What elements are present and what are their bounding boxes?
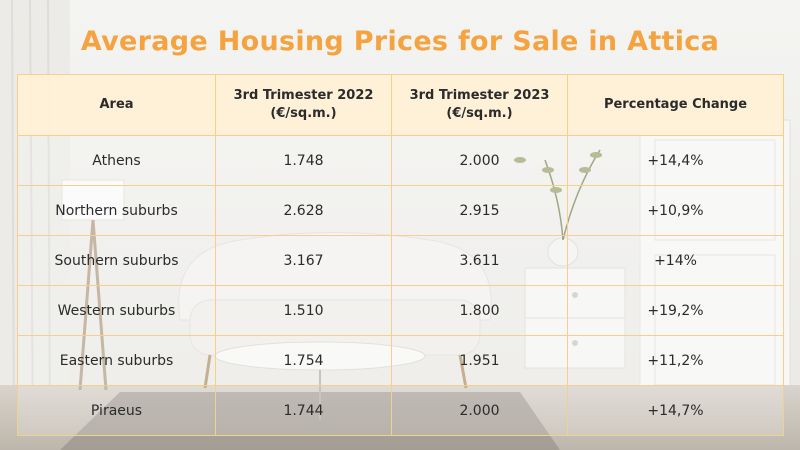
cell-area: Eastern suburbs: [17, 335, 216, 386]
cell-2022: 2.628: [215, 185, 392, 236]
cell-2022: 1.510: [215, 285, 392, 336]
table-row: Piraeus 1.744 2.000 +14,7%: [17, 385, 784, 436]
cell-change: +14%: [567, 235, 784, 286]
housing-prices-table: Area 3rd Trimester 2022 (€/sq.m.) 3rd Tr…: [17, 74, 784, 436]
table-row: Northern suburbs 2.628 2.915 +10,9%: [17, 185, 784, 236]
cell-change: +10,9%: [567, 185, 784, 236]
cell-2022: 1.744: [215, 385, 392, 436]
cell-2023: 2.000: [391, 135, 568, 186]
cell-2023: 2.000: [391, 385, 568, 436]
table-header-row: Area 3rd Trimester 2022 (€/sq.m.) 3rd Tr…: [17, 74, 784, 136]
cell-area: Northern suburbs: [17, 185, 216, 236]
cell-2023: 3.611: [391, 235, 568, 286]
cell-2022: 1.748: [215, 135, 392, 186]
header-2023: 3rd Trimester 2023 (€/sq.m.): [391, 74, 568, 136]
header-2022: 3rd Trimester 2022 (€/sq.m.): [215, 74, 392, 136]
cell-2022: 1.754: [215, 335, 392, 386]
table-row: Eastern suburbs 1.754 1.951 +11,2%: [17, 335, 784, 386]
cell-change: +11,2%: [567, 335, 784, 386]
header-percentage-change: Percentage Change: [567, 74, 784, 136]
cell-area: Western suburbs: [17, 285, 216, 336]
cell-2023: 2.915: [391, 185, 568, 236]
cell-area: Southern suburbs: [17, 235, 216, 286]
table-row: Southern suburbs 3.167 3.611 +14%: [17, 235, 784, 286]
cell-change: +14,7%: [567, 385, 784, 436]
table-row: Athens 1.748 2.000 +14,4%: [17, 135, 784, 186]
cell-2022: 3.167: [215, 235, 392, 286]
header-area: Area: [17, 74, 216, 136]
page-title: Average Housing Prices for Sale in Attic…: [80, 26, 720, 57]
cell-change: +14,4%: [567, 135, 784, 186]
cell-area: Athens: [17, 135, 216, 186]
cell-2023: 1.951: [391, 335, 568, 386]
cell-area: Piraeus: [17, 385, 216, 436]
cell-change: +19,2%: [567, 285, 784, 336]
cell-2023: 1.800: [391, 285, 568, 336]
table-row: Western suburbs 1.510 1.800 +19,2%: [17, 285, 784, 336]
